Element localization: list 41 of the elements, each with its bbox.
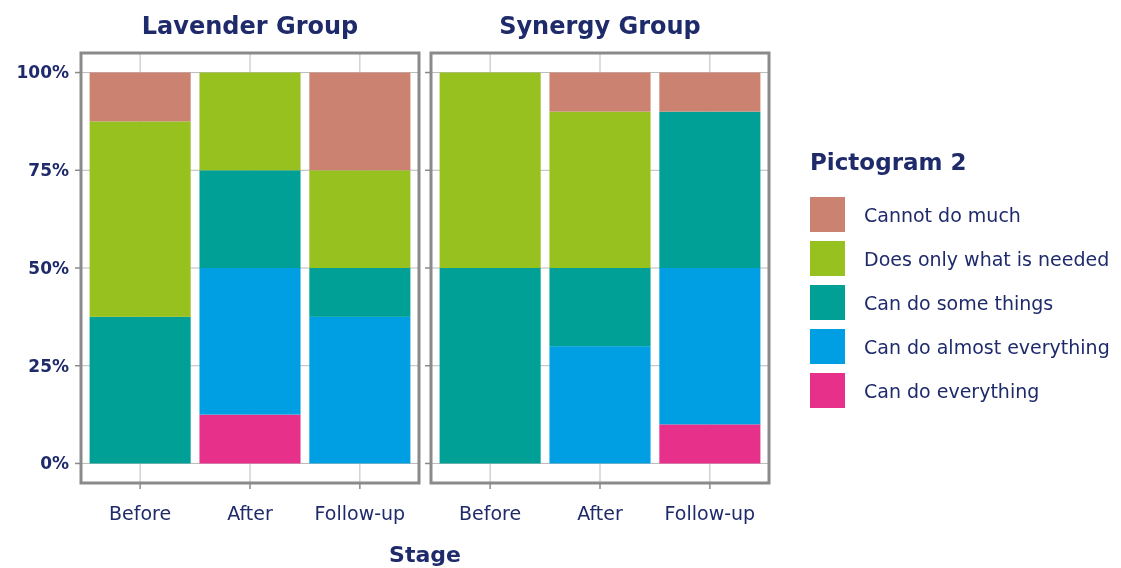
chart-title: Lavender Group — [141, 12, 359, 40]
bar — [309, 316, 411, 464]
bar — [549, 346, 651, 464]
bar — [659, 72, 761, 112]
y-tick-label: 100% — [16, 62, 69, 83]
bar — [659, 424, 761, 464]
bar — [439, 268, 541, 464]
bar — [309, 268, 411, 317]
bar — [549, 268, 651, 347]
y-tick-label: 25% — [28, 355, 69, 376]
bar — [659, 111, 761, 268]
legend-label: Cannot do much — [864, 203, 1021, 226]
y-tick-label: 50% — [28, 257, 69, 278]
bar — [199, 170, 301, 268]
bar — [199, 268, 301, 415]
legend-label: Does only what is needed — [864, 247, 1110, 270]
x-tick-label: After — [577, 502, 623, 524]
legend-label: Can do almost everything — [864, 335, 1110, 358]
chart-title: Synergy Group — [499, 12, 701, 40]
bar — [309, 72, 411, 171]
bar — [199, 72, 301, 171]
x-tick-label: Before — [109, 502, 172, 524]
legend-title: Pictogram 2 — [810, 149, 967, 175]
bar — [199, 414, 301, 464]
bar — [549, 111, 651, 268]
y-tick-label: 75% — [28, 160, 69, 181]
x-tick-label: Before — [459, 502, 522, 524]
x-tick-label: Follow-up — [664, 502, 756, 524]
bar — [89, 316, 191, 464]
y-tick-label: 0% — [40, 453, 69, 474]
x-axis-title: Stage — [389, 542, 461, 567]
bar — [549, 72, 651, 112]
legend-label: Can do some things — [864, 291, 1054, 314]
bar — [89, 72, 191, 122]
x-tick-label: After — [227, 502, 273, 524]
bar — [439, 72, 541, 268]
bar — [309, 170, 411, 268]
legend-label: Can do everything — [864, 379, 1040, 402]
bar — [89, 121, 191, 317]
x-tick-label: Follow-up — [314, 502, 406, 524]
bar — [659, 268, 761, 425]
